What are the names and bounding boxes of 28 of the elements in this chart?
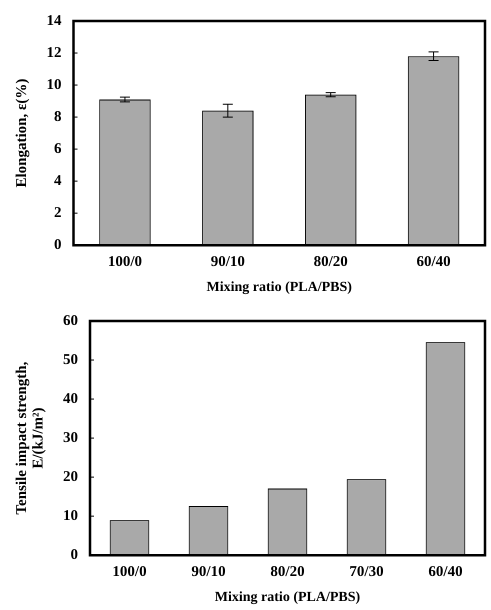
y-tick-label: 20 (63, 469, 78, 486)
x-tick-label: 90/10 (210, 254, 245, 270)
y-axis-title: Elongation, ε(%) (14, 78, 30, 188)
y-tick-label: 50 (63, 352, 78, 368)
y-tick-label: 2 (54, 205, 62, 222)
y-tick-label: 8 (54, 108, 62, 125)
x-tick-label: 70/30 (349, 564, 384, 580)
x-tick-label: 100/0 (108, 254, 142, 270)
x-axis-title: Mixing ratio (PLA/PBS) (214, 590, 361, 606)
y-tick-label: 12 (46, 44, 62, 61)
y-tick-label: 0 (70, 547, 78, 564)
x-tick-label: 80/20 (314, 254, 348, 270)
y-axis-title: Tensile impact strength, E/(kJ/m²) (14, 361, 47, 515)
y-tick-label: 6 (54, 140, 62, 157)
x-tick-label: 100/0 (112, 564, 147, 580)
y-tick-label: 40 (63, 390, 78, 407)
y-tick-label: 10 (46, 76, 62, 93)
x-tick-label: 90/10 (191, 564, 226, 580)
x-tick-label: 80/20 (270, 564, 305, 580)
y-tick-label: 10 (63, 508, 78, 524)
x-axis-title: Mixing ratio (PLA/PBS) (206, 280, 352, 296)
x-tick-label: 60/40 (416, 254, 451, 270)
y-tick-label: 14 (46, 12, 62, 29)
y-tick-label: 60 (63, 312, 78, 329)
y-tick-label: 4 (54, 173, 62, 190)
y-tick-label: 0 (54, 237, 62, 254)
x-tick-label: 60/40 (428, 564, 463, 580)
y-tick-label: 30 (63, 430, 78, 446)
